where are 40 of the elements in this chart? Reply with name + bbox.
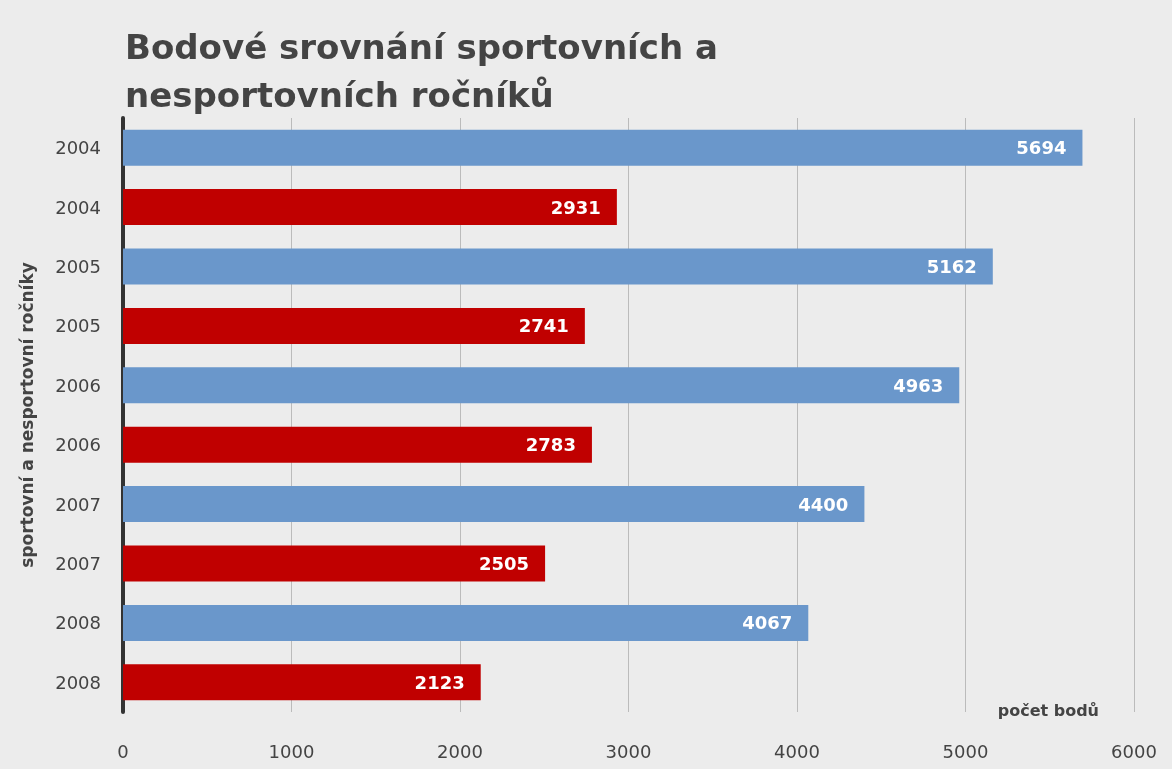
y-tick-label: 2006	[55, 434, 101, 456]
y-tick-label: 2005	[55, 256, 101, 277]
y-tick-label: 2007	[55, 553, 101, 574]
y-axis-title: sportovní a nesportovní ročníky	[16, 262, 37, 568]
y-tick-label: 2005	[55, 315, 101, 337]
bar	[123, 664, 481, 701]
x-tick-label: 6000	[1111, 740, 1157, 762]
bar	[123, 248, 993, 285]
x-tick-label: 4000	[774, 740, 820, 762]
x-tick-label: 5000	[942, 740, 989, 762]
bar	[123, 367, 960, 404]
bar	[123, 189, 617, 226]
data-label: 5694	[1016, 137, 1067, 159]
x-tick-label: 0	[117, 740, 129, 762]
x-tick-label: 1000	[268, 740, 315, 762]
data-label: 2505	[478, 553, 530, 574]
y-tick-label: 2008	[55, 671, 101, 693]
chart-title: Bodové srovnání sportovních a nesportovních ročníků	[125, 27, 730, 115]
y-tick-label: 2008	[55, 612, 101, 634]
bar	[123, 307, 585, 344]
bar	[123, 604, 809, 641]
bar	[123, 129, 1083, 166]
y-tick-label: 2004	[55, 137, 101, 159]
data-label: 4067	[742, 612, 793, 634]
x-tick-label: 2000	[437, 740, 483, 762]
data-label: 2931	[550, 196, 601, 218]
x-axis-title: počet bodů	[997, 700, 1100, 720]
x-tick-label: 3000	[605, 740, 652, 762]
y-tick-label: 2004	[55, 196, 101, 218]
bar	[123, 426, 592, 463]
data-label: 2741	[518, 315, 569, 337]
bar	[123, 545, 546, 582]
data-label: 2123	[414, 671, 465, 693]
y-tick-label: 2006	[55, 374, 101, 396]
data-label: 4963	[893, 374, 944, 396]
y-tick-label: 2007	[55, 493, 101, 515]
bar	[123, 486, 865, 523]
data-label: 5162	[926, 256, 977, 277]
data-label: 4400	[798, 493, 849, 515]
data-label: 2783	[525, 434, 576, 456]
